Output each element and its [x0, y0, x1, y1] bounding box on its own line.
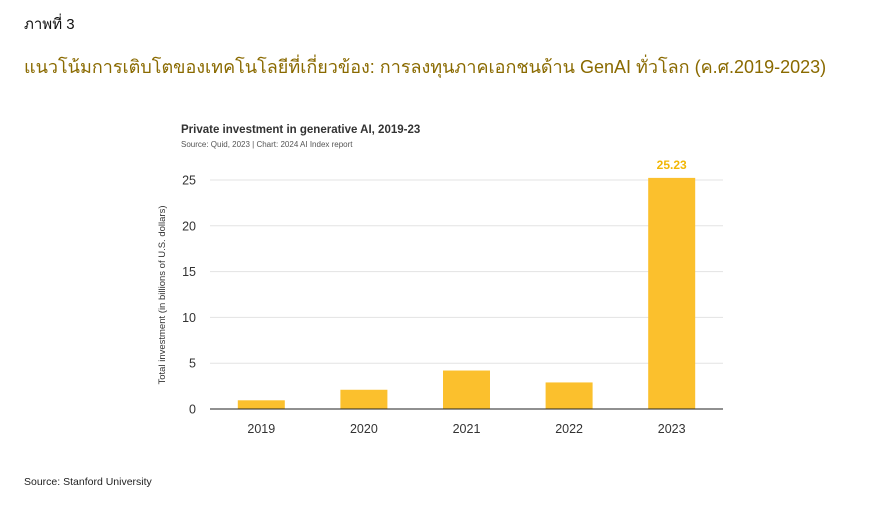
y-tick-label: 5 — [189, 357, 196, 371]
y-tick-label: 25 — [182, 174, 196, 188]
bar — [443, 370, 490, 409]
bar — [648, 177, 696, 409]
x-tick-label: 2020 — [350, 422, 378, 436]
page-heading: แนวโน้มการเติบโตของเทคโนโลยีที่เกี่ยวข้อ… — [24, 57, 827, 77]
footer-source: Source: Stanford University — [24, 476, 152, 488]
x-tick-label: 2022 — [555, 422, 583, 436]
data-label: 25.23 — [657, 158, 687, 172]
figure-label: ภาพที่ 3 — [24, 16, 75, 33]
bar — [237, 400, 285, 409]
grid-lines — [210, 179, 723, 364]
y-tick-label: 0 — [189, 403, 196, 417]
x-tick-labels: 2019 2020 2021 2022 2023 — [247, 422, 685, 436]
chart-subtitle: Source: Quid, 2023 | Chart: 2024 AI Inde… — [181, 140, 353, 149]
chart-title: Private investment in generative AI, 201… — [181, 124, 421, 136]
x-tick-label: 2023 — [658, 422, 686, 436]
bar — [340, 389, 388, 409]
y-tick-label: 20 — [182, 219, 196, 233]
x-tick-label: 2019 — [247, 422, 275, 436]
bar — [545, 382, 593, 409]
y-tick-label: 15 — [182, 265, 196, 279]
x-tick-label: 2021 — [453, 422, 481, 436]
y-axis-title: Total investment (in billions of U.S. do… — [157, 206, 168, 385]
data-labels: 25.23 — [657, 158, 687, 172]
y-tick-label: 10 — [182, 311, 196, 325]
y-tick-labels: 0 5 10 15 20 25 — [182, 174, 196, 417]
bars — [237, 177, 696, 409]
